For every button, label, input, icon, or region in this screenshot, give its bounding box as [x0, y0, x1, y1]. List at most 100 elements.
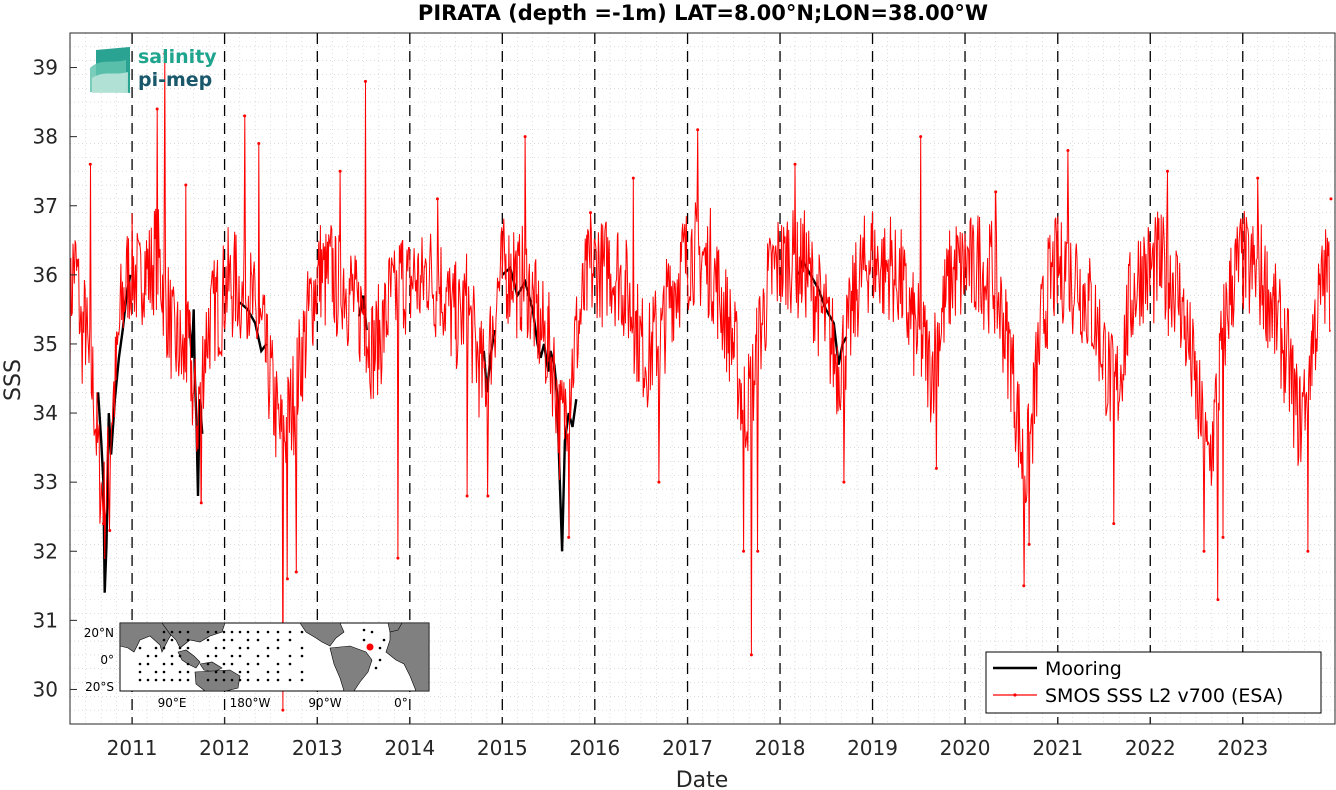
legend: Mooring SMOS SSS L2 v700 (ESA): [985, 651, 1322, 714]
buoy-dot: [246, 662, 250, 666]
smos-point: [285, 577, 289, 581]
buoy-dot: [146, 678, 150, 682]
buoy-dot: [288, 630, 292, 634]
smos-point: [88, 162, 92, 166]
legend-label-smos: SMOS SSS L2 v700 (ESA): [1045, 685, 1283, 707]
x-tick-label: 2022: [1125, 736, 1176, 760]
inset-map: 20°N 0° 20°S 90°E 180°W 90°W 0°: [84, 622, 430, 710]
x-tick-label: 2017: [662, 736, 713, 760]
smos-point: [567, 535, 571, 539]
smos-point: [1221, 535, 1225, 539]
smos-point: [486, 494, 490, 498]
buoy-dot: [246, 678, 250, 682]
year-boundary-lines: [131, 33, 1244, 724]
buoy-dot: [170, 678, 174, 682]
y-tick-label: 32: [33, 539, 58, 563]
buoy-dot: [206, 638, 210, 642]
buoy-dot: [276, 646, 280, 650]
buoy-dot: [256, 630, 260, 634]
smos-point: [1022, 584, 1026, 588]
buoy-dot: [256, 678, 260, 682]
map-lat-label-0: 20°N: [84, 626, 114, 640]
buoy-dot: [162, 662, 166, 666]
buoy-dot: [300, 654, 304, 658]
buoy-dot: [246, 646, 250, 650]
smos-point: [1256, 176, 1260, 180]
buoy-dot: [186, 638, 190, 642]
buoy-dot: [154, 646, 158, 650]
inset-map-land: [120, 623, 429, 691]
buoy-dot: [266, 678, 270, 682]
buoy-dot: [178, 670, 182, 674]
series-smos: [70, 52, 1333, 712]
buoy-dot: [246, 670, 250, 674]
buoy-dot: [288, 638, 292, 642]
x-tick-label: 2013: [292, 736, 343, 760]
y-tick-label: 37: [33, 194, 58, 218]
smos-point: [199, 501, 203, 505]
salinity-pi-mep-logo: salinity pi-mep: [90, 46, 217, 93]
smos-point: [1027, 542, 1031, 546]
buoy-dot: [256, 662, 260, 666]
smos-point: [696, 128, 700, 132]
buoy-dot: [276, 670, 280, 674]
y-tick-label: 36: [33, 263, 58, 287]
buoy-dot: [378, 658, 382, 662]
buoy-dot: [238, 646, 242, 650]
smos-point: [657, 480, 661, 484]
smos-point: [1329, 197, 1333, 201]
smos-point: [994, 190, 998, 194]
buoy-dot: [288, 678, 292, 682]
buoy-dot: [186, 630, 190, 634]
buoy-dot: [214, 646, 218, 650]
buoy-dot: [362, 638, 366, 642]
logo-line1: salinity: [138, 46, 217, 68]
buoy-dot: [222, 638, 226, 642]
buoy-dot: [246, 638, 250, 642]
map-lon-label-0: 90°E: [158, 696, 187, 710]
smos-point: [1066, 148, 1070, 152]
smos-point: [588, 211, 592, 215]
buoy-dot: [230, 678, 234, 682]
y-tick-label: 33: [33, 470, 58, 494]
smos-point: [793, 162, 797, 166]
smos-point: [257, 142, 261, 146]
legend-label-mooring: Mooring: [1045, 658, 1122, 680]
buoy-dot: [276, 638, 280, 642]
smos-point: [919, 135, 923, 139]
buoy-dot: [370, 630, 374, 634]
smos-point: [338, 169, 342, 173]
x-tick-label: 2012: [199, 736, 250, 760]
smos-point: [163, 52, 167, 56]
buoy-dot: [146, 654, 150, 658]
map-lon-label-3: 0°: [394, 696, 408, 710]
buoy-dot: [186, 662, 190, 666]
buoy-dot: [238, 678, 242, 682]
smos-point: [842, 480, 846, 484]
buoy-dot: [300, 670, 304, 674]
buoy-dot: [154, 654, 158, 658]
buoy-dot: [222, 678, 226, 682]
buoy-dot: [222, 646, 226, 650]
x-tick-label: 2018: [755, 736, 806, 760]
minor-grid: [70, 32, 1335, 725]
smos-point: [243, 114, 247, 118]
smos-point: [749, 653, 753, 657]
y-axis-label: SSS: [1, 359, 26, 401]
buoy-dot: [138, 662, 142, 666]
buoy-dot: [186, 670, 190, 674]
x-tick-label: 2015: [477, 736, 528, 760]
smos-point: [465, 494, 469, 498]
buoy-dot: [186, 646, 190, 650]
x-tick-label: 2020: [940, 736, 991, 760]
buoy-dot: [170, 662, 174, 666]
buoy-dot: [238, 670, 242, 674]
x-tick-label: 2016: [569, 736, 620, 760]
series-line-smos: [70, 53, 1331, 711]
buoy-dot: [266, 630, 270, 634]
smos-point: [363, 79, 367, 83]
buoy-dot: [256, 638, 260, 642]
buoy-dot: [378, 646, 382, 650]
buoy-dot: [162, 646, 166, 650]
